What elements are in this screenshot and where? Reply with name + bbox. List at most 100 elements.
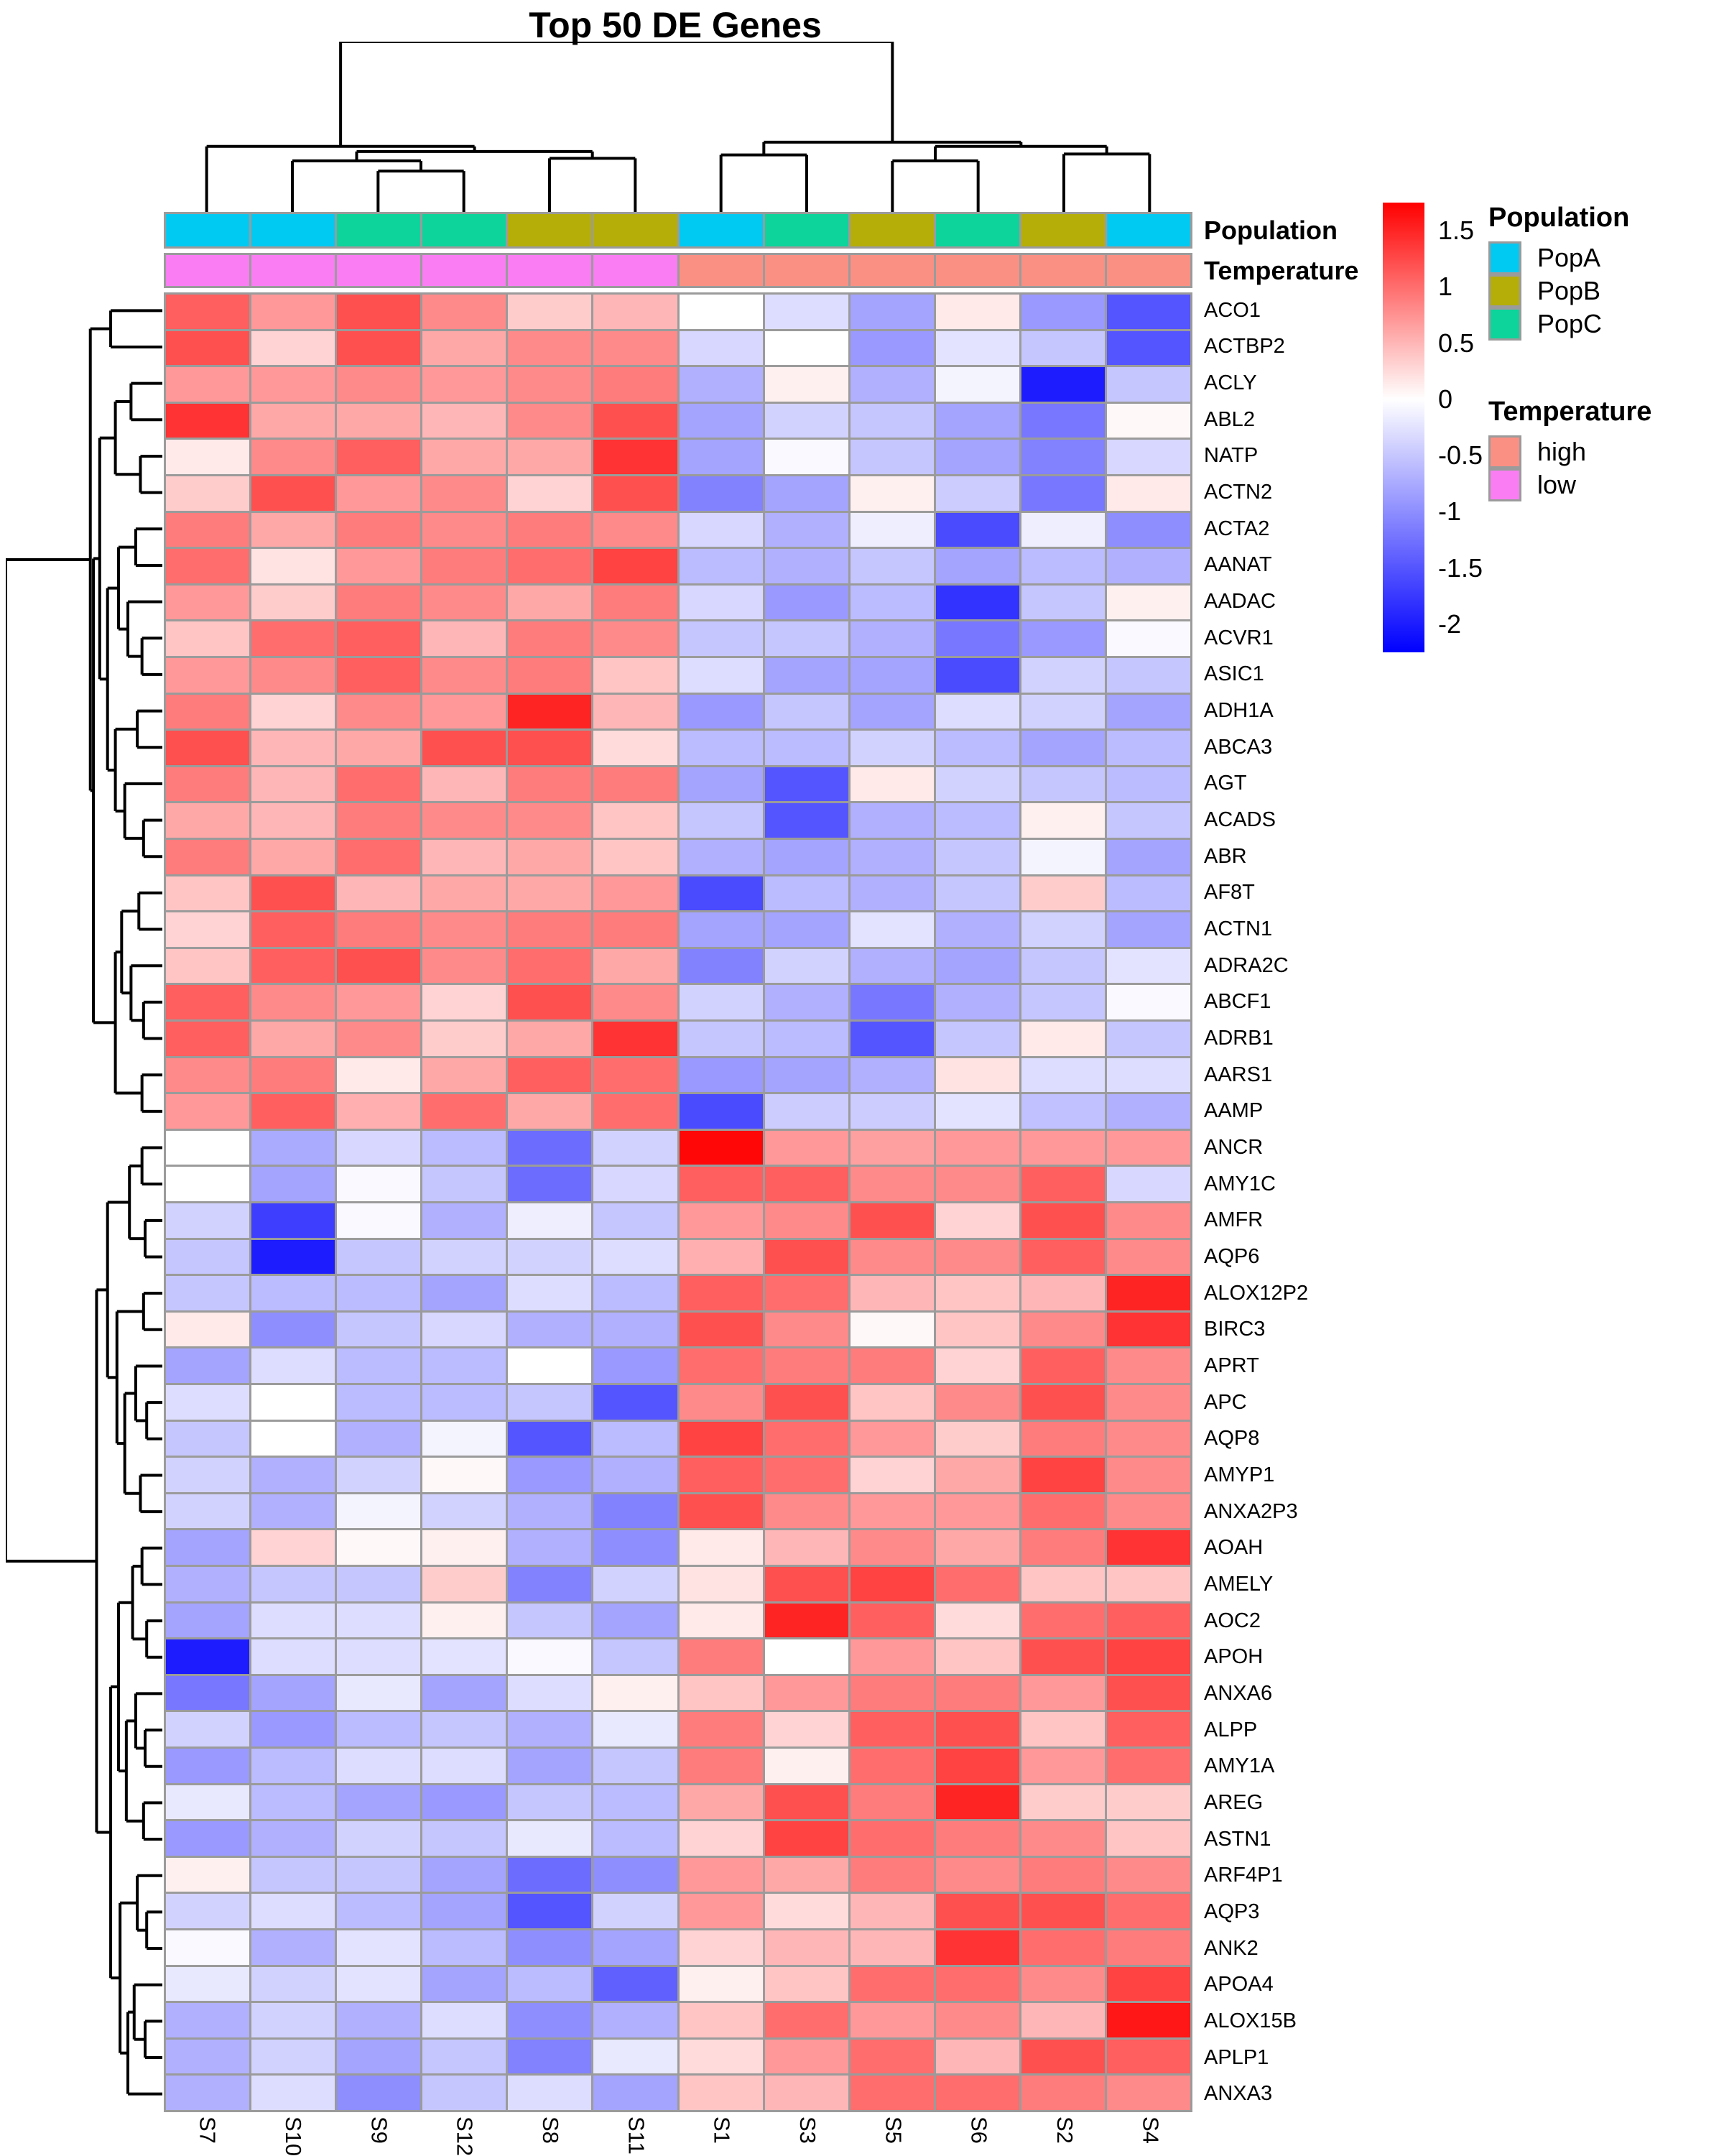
heatmap-cell: [1106, 1566, 1190, 1601]
heatmap-cell: [508, 948, 592, 984]
heatmap-cell: [593, 1566, 677, 1601]
heatmap-cell: [1021, 731, 1105, 765]
gene-label: AREG: [1204, 1790, 1264, 1814]
heatmap-cell: [337, 1821, 421, 1856]
heatmap-cell: [1106, 2003, 1190, 2037]
heatmap-cell: [935, 1821, 1019, 1856]
heatmap-cell: [593, 1203, 677, 1238]
heatmap-cell: [1021, 1494, 1105, 1529]
heatmap-cell: [422, 694, 506, 729]
heatmap-cell: [1021, 440, 1105, 474]
heatmap-cell: [679, 731, 763, 765]
heatmap-cell: [679, 912, 763, 947]
heatmap-cell: [850, 948, 934, 984]
heatmap-cell: [679, 1094, 763, 1129]
heatmap-cell: [1021, 839, 1105, 874]
gene-label: APRT: [1204, 1354, 1259, 1377]
heatmap-cell: [251, 403, 335, 438]
heatmap-cell: [251, 1857, 335, 1892]
heatmap-cell: [166, 1494, 250, 1529]
sample-label: S1: [709, 2116, 735, 2144]
heatmap-cell: [593, 585, 677, 620]
heatmap-cell: [1021, 1785, 1105, 1820]
gene-label: ACTBP2: [1204, 335, 1285, 358]
heatmap-cell: [850, 1421, 934, 1456]
heatmap-cell: [593, 1748, 677, 1783]
heatmap-cell: [935, 440, 1019, 474]
heatmap-cell: [251, 1058, 335, 1093]
heatmap-cell: [508, 1239, 592, 1274]
heatmap-cell: [764, 2076, 848, 2110]
heatmap-cell: [850, 1675, 934, 1711]
heatmap-cell: [764, 985, 848, 1019]
heatmap-cell: [422, 985, 506, 1019]
heatmap-cell: [1021, 1094, 1105, 1129]
heatmap-cell: [422, 1458, 506, 1492]
heatmap-cell: [508, 1821, 592, 1856]
heatmap-cell: [764, 585, 848, 620]
heatmap-cell: [1021, 1312, 1105, 1347]
heatmap-cell: [679, 1894, 763, 1928]
heatmap-cell: [764, 839, 848, 874]
gene-label: ADH1A: [1204, 699, 1274, 723]
heatmap-cell: [764, 1603, 848, 1638]
gene-label: ABL2: [1204, 407, 1255, 431]
heatmap-cell: [422, 1821, 506, 1856]
colorbar: [1383, 203, 1424, 652]
heatmap-cell: [508, 1566, 592, 1601]
heatmap-cell: [1021, 1748, 1105, 1783]
heatmap-cell: [422, 1930, 506, 1965]
heatmap-cell: [1106, 1785, 1190, 1820]
heatmap-cell: [935, 403, 1019, 438]
heatmap-cell: [1106, 731, 1190, 765]
heatmap-cell: [593, 1239, 677, 1274]
heatmap-cell: [935, 948, 1019, 984]
heatmap-cell: [679, 1785, 763, 1820]
heatmap-cell: [1021, 2076, 1105, 2110]
heatmap-cell: [935, 585, 1019, 620]
heatmap-cell: [508, 1458, 592, 1492]
popB-swatch: [1488, 274, 1521, 307]
heatmap-cell: [422, 1494, 506, 1529]
heatmap-cell: [850, 1130, 934, 1165]
heatmap-cell: [422, 1384, 506, 1420]
heatmap-cell: [166, 1930, 250, 1965]
heatmap-cell: [593, 1639, 677, 1674]
heatmap-cell: [935, 295, 1019, 329]
heatmap-cell: [935, 1058, 1019, 1093]
gene-label: ACADS: [1204, 808, 1276, 832]
heatmap-cell: [593, 912, 677, 947]
heatmap-cell: [679, 1312, 763, 1347]
heatmap-cell: [764, 1458, 848, 1492]
gene-label: BIRC3: [1204, 1318, 1266, 1341]
heatmap-cell: [1106, 839, 1190, 874]
heatmap-cell: [1021, 1603, 1105, 1638]
heatmap-cell: [508, 440, 592, 474]
heatmap-cell: [764, 1857, 848, 1892]
heatmap-cell: [508, 1530, 592, 1565]
heatmap-cell: [422, 1021, 506, 1056]
heatmap-cell: [508, 1021, 592, 1056]
heatmap-cell: [337, 1094, 421, 1129]
heatmap-cell: [1021, 948, 1105, 984]
heatmap-cell: [764, 1639, 848, 1674]
sample-label: S3: [795, 2116, 820, 2144]
heatmap-cell: [1106, 403, 1190, 438]
heatmap-cell: [337, 403, 421, 438]
heatmap-cell: [1106, 767, 1190, 802]
heatmap-cell: [935, 1421, 1019, 1456]
heatmap-cell: [508, 621, 592, 656]
popA-swatch: [1488, 241, 1521, 274]
heatmap-cell: [422, 1530, 506, 1565]
population-annotation-label: Population: [1204, 215, 1338, 245]
heatmap-cell: [166, 1966, 250, 2002]
heatmap-cell: [337, 476, 421, 511]
gene-label: ABR: [1204, 844, 1247, 868]
heatmap-cell: [593, 1421, 677, 1456]
heatmap-cell: [251, 1130, 335, 1165]
heatmap-cell: [935, 1312, 1019, 1347]
heatmap-cell: [337, 330, 421, 366]
heatmap-cell: [764, 1348, 848, 1383]
heatmap-cell: [764, 1894, 848, 1928]
heatmap-cell: [679, 767, 763, 802]
